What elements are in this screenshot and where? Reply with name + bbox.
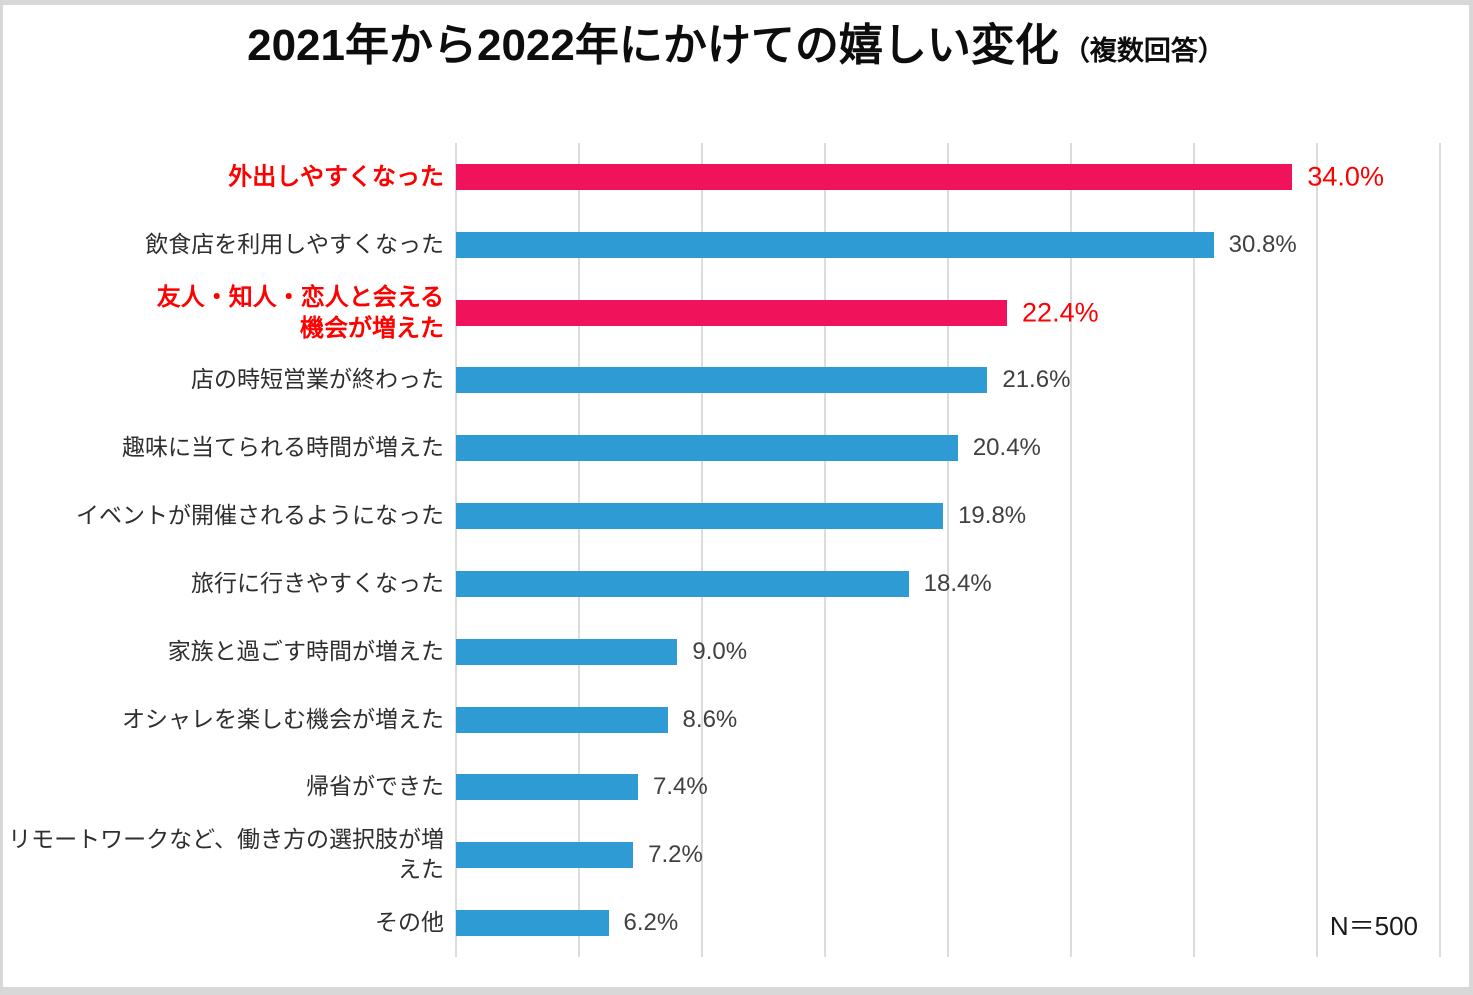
bar-rows: 外出しやすくなった 34.0% 飲食店を利用しやすくなった 30.8% 友人・知人・恋人… [8, 143, 1440, 957]
value-label: 22.4% [1022, 297, 1099, 328]
category-label: 旅行に行きやすくなった [191, 569, 444, 596]
bar-row: 友人・知人・恋人と会える 機会が増えた 22.4% [157, 279, 1440, 347]
value-label: 34.0% [1307, 161, 1384, 192]
value-label: 18.4% [923, 569, 992, 597]
gridline [824, 143, 826, 957]
bar-row: リモートワークなど、働き方の選択肢が増えた 7.2% [8, 821, 1440, 889]
bar [456, 842, 634, 869]
bar-row: 家族と過ごす時間が増えた 9.0% [168, 618, 1440, 686]
bar [456, 163, 1293, 190]
bar [456, 774, 639, 801]
category-label: 趣味に当てられる時間が増えた [122, 434, 444, 461]
value-label: 8.6% [682, 705, 738, 733]
bar-row: 店の時短営業が終わった 21.6% [191, 346, 1440, 414]
bar-row: その他 6.2% [375, 889, 1440, 957]
chart-title-subtitle: （複数回答） [1062, 36, 1225, 66]
value-label: 7.4% [653, 773, 708, 801]
gridline [1070, 143, 1072, 957]
bar-row: イベントが開催されるようになった 19.8% [76, 482, 1440, 550]
chart-title-text: 2021年から2022年にかけての嬉しい変化 [247, 21, 1059, 70]
bar-row: 趣味に当てられる時間が増えた 20.4% [122, 414, 1440, 482]
bar [456, 503, 944, 530]
category-label: 飲食店を利用しやすくなった [145, 230, 444, 257]
chart-title: 2021年から2022年にかけての嬉しい変化 （複数回答） [3, 5, 1469, 72]
gridline [1439, 143, 1441, 957]
value-label: 30.8% [1228, 230, 1297, 258]
bar [456, 570, 909, 597]
bar [456, 435, 958, 462]
bar [456, 231, 1214, 258]
value-label: 21.6% [1002, 366, 1071, 394]
value-label: 19.8% [958, 502, 1027, 530]
category-label: 友人・知人・恋人と会える 機会が増えた [156, 283, 444, 342]
category-label: オシャレを楽しむ機会が増えた [122, 705, 444, 732]
bar-row: オシャレを楽しむ機会が増えた 8.6% [122, 686, 1440, 754]
bar [456, 910, 609, 937]
bar-row: 旅行に行きやすくなった 18.4% [191, 550, 1440, 618]
value-label: 7.2% [648, 841, 703, 869]
category-label: 帰省ができた [306, 773, 444, 800]
gridlines [455, 143, 1441, 957]
bar-row: 飲食店を利用しやすくなった 30.8% [145, 211, 1440, 279]
gridline [455, 143, 457, 957]
bar [456, 367, 988, 394]
category-label: その他 [375, 909, 444, 936]
gridline [1193, 143, 1195, 957]
plot-area: 外出しやすくなった 34.0% 飲食店を利用しやすくなった 30.8% 友人・知人・恋人… [8, 143, 1441, 957]
value-label: 6.2% [623, 909, 679, 937]
value-label: 9.0% [692, 637, 748, 665]
bar-row: 帰省ができた 7.4% [306, 753, 1440, 821]
bar [456, 706, 668, 733]
gridline [701, 143, 703, 957]
gridline [578, 143, 580, 957]
gridline [1316, 143, 1318, 957]
sample-size-label: N＝500 [1329, 911, 1418, 941]
gridline [947, 143, 949, 957]
category-label: イベントが開催されるようになった [76, 502, 444, 529]
category-label: 店の時短営業が終わった [191, 366, 444, 393]
bar-row: 外出しやすくなった 34.0% [228, 143, 1440, 211]
bar [456, 299, 1008, 326]
category-label: リモートワークなど、働き方の選択肢が増えた [8, 826, 444, 883]
bar [456, 638, 678, 665]
category-label: 外出しやすくなった [228, 163, 444, 191]
category-label: 家族と過ごす時間が増えた [167, 637, 444, 664]
chart-card: 2021年から2022年にかけての嬉しい変化 （複数回答） 外出しやすくなった 34… [3, 5, 1469, 987]
value-label: 20.4% [972, 434, 1041, 462]
